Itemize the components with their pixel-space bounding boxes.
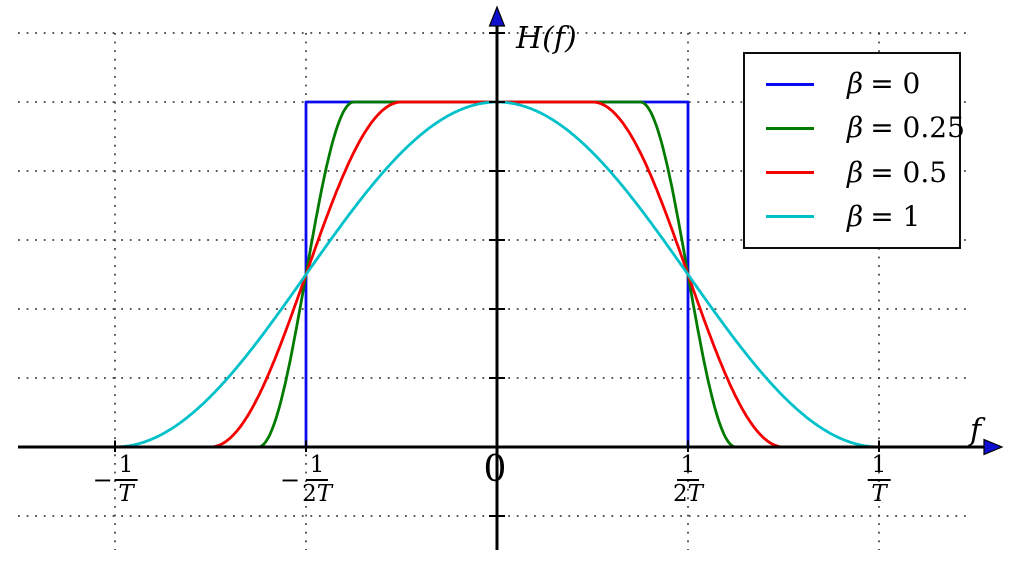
denominator-variable: T xyxy=(687,481,703,507)
fraction-numerator: 1 xyxy=(305,454,329,481)
legend-item: β = 1 xyxy=(745,199,959,233)
legend-line-sample xyxy=(766,82,814,86)
legend-line-sample xyxy=(766,171,814,175)
fraction-numerator: 1 xyxy=(867,454,891,481)
legend-item: β = 0.25 xyxy=(745,114,965,142)
fraction-numerator: 1 xyxy=(114,454,138,481)
x-tick-label: −1 T xyxy=(93,454,138,506)
axes xyxy=(18,5,1004,550)
fraction: 1 2T xyxy=(673,454,703,506)
legend-line-sample xyxy=(766,126,814,130)
x-axis-label: f xyxy=(970,413,982,448)
legend-label: β = 0.25 xyxy=(847,114,965,142)
legend-item: β = 0 xyxy=(745,70,959,98)
x-tick-label: −1 2T xyxy=(280,454,332,506)
legend-line-sample xyxy=(766,215,814,219)
legend: β = 0 β = 0.25 β = 0.5 β = 1 xyxy=(743,52,965,249)
denominator-variable: T xyxy=(118,481,134,507)
fraction-numerator: 1 xyxy=(676,454,700,481)
x-tick-label: 1 2T xyxy=(673,454,703,506)
denominator-variable: T xyxy=(871,481,887,507)
beta-symbol: β xyxy=(847,67,864,101)
legend-label: β = 0 xyxy=(847,70,920,98)
beta-symbol: β xyxy=(847,111,864,145)
x-axis-arrow-icon xyxy=(983,438,1004,456)
fraction: 1 2T xyxy=(302,454,332,506)
x-tick-label-zero: 0 xyxy=(483,449,507,490)
fraction-denominator: 2T xyxy=(302,481,332,506)
fraction-denominator: T xyxy=(871,481,886,506)
fraction-denominator: T xyxy=(118,481,133,506)
beta-symbol: β xyxy=(847,155,864,189)
denominator-coefficient: 2 xyxy=(302,481,317,507)
beta-symbol: β xyxy=(847,199,864,233)
y-axis-label: H(f) xyxy=(516,21,577,56)
beta-value: = 0.25 xyxy=(870,111,965,145)
legend-label: β = 1 xyxy=(847,199,921,233)
beta-value: = 0 xyxy=(870,67,921,101)
beta-value: = 1 xyxy=(870,199,921,233)
minus-sign: − xyxy=(279,466,301,494)
minus-sign: − xyxy=(92,466,113,494)
legend-item: β = 0.5 xyxy=(745,155,959,189)
denominator-variable: T xyxy=(316,481,333,507)
fraction-denominator: 2T xyxy=(673,481,703,506)
y-axis-arrow-icon xyxy=(488,5,506,27)
legend-label: β = 0.5 xyxy=(847,155,948,189)
beta-value: = 0.5 xyxy=(870,155,948,189)
denominator-coefficient: 2 xyxy=(673,481,688,507)
